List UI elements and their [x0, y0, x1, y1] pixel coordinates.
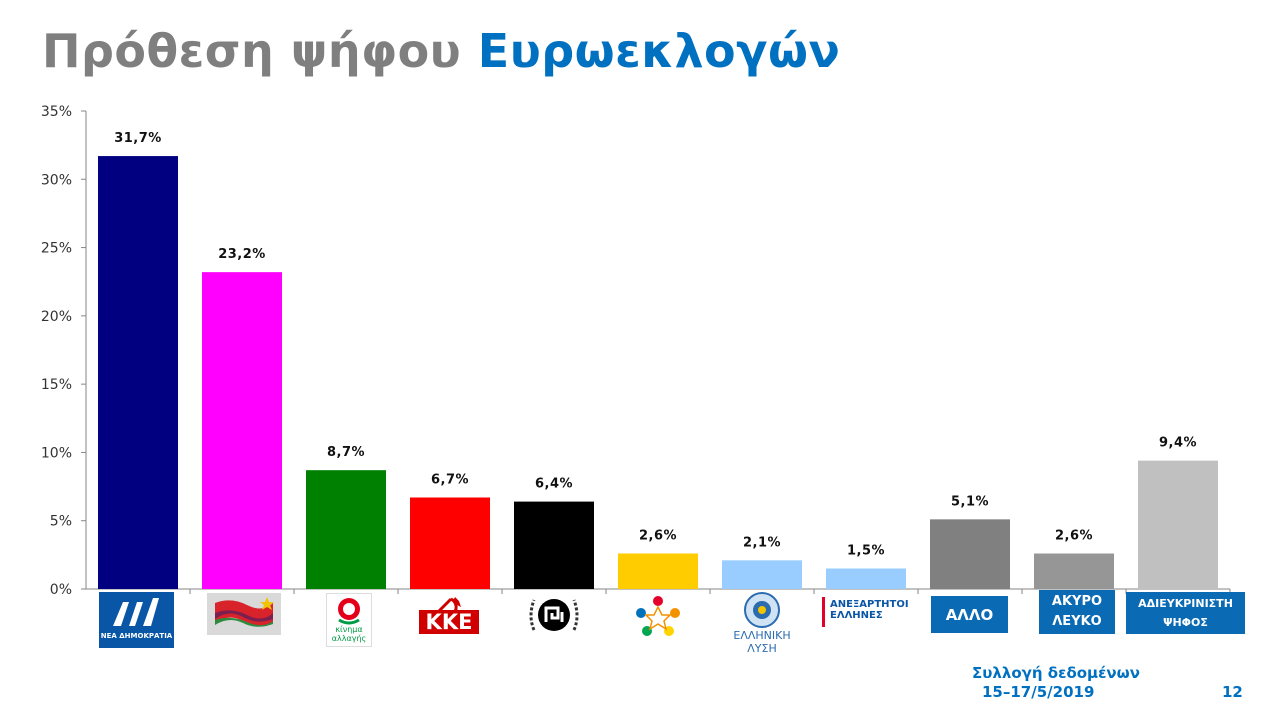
- bar: [1138, 460, 1218, 589]
- page-number: 12: [1222, 683, 1243, 701]
- bar-value-label: 23,2%: [218, 247, 266, 262]
- anel-text-line2: ΕΛΛΗΝΕΣ: [830, 610, 883, 621]
- y-tick-label: 5%: [50, 514, 72, 530]
- bar-value-label: 31,7%: [114, 131, 162, 146]
- bar-value-label: 2,6%: [1055, 528, 1093, 543]
- slide-title: Πρόθεση ψήφου Ευρωεκλογών: [42, 24, 840, 78]
- label-allo-text: ΑΛΛΟ: [945, 605, 994, 624]
- bar: [1034, 553, 1114, 589]
- y-tick-label: 10%: [41, 445, 72, 461]
- label-adieukrinisti: ΑΔΙΕΥΚΡΙΝΙΣΤΗ ΨΗΦΟΣ: [1126, 592, 1245, 634]
- bar-value-label: 2,1%: [743, 535, 781, 550]
- bar-value-label: 5,1%: [951, 494, 989, 509]
- data-collection-label: Συλλογή δεδομένων: [972, 664, 1140, 682]
- bar: [514, 501, 594, 589]
- title-part1: Πρόθεση ψήφου: [42, 24, 462, 78]
- kke-text: ΚΚΕ: [419, 610, 479, 634]
- data-collection-dates: 15–17/5/2019: [982, 683, 1095, 701]
- elliniki-lysi-text-line2: ΛΥΣΗ: [747, 642, 777, 655]
- label-akyro-line1: ΑΚΥΡΟ: [1051, 594, 1103, 609]
- logo-mera25: [633, 593, 683, 639]
- title-part2: Ευρωεκλογών: [477, 24, 841, 78]
- bar: [306, 470, 386, 589]
- kinal-rose-icon: [338, 598, 360, 625]
- logo-anel: ΑΝΕΞΑΡΤΗΤΟΙ ΕΛΛΗΝΕΣ: [822, 597, 915, 627]
- bar: [98, 156, 178, 589]
- logo-kinal: κίνημα αλλαγής: [326, 593, 372, 647]
- bar-value-label: 6,4%: [535, 477, 573, 492]
- y-tick-label: 25%: [41, 241, 72, 257]
- mera25-star-icon: [636, 596, 680, 636]
- xa-meander-icon: [529, 599, 579, 631]
- logo-xa: [524, 590, 584, 640]
- logo-nd: ΝΕΑ ΔΗΜΟΚΡΑΤΙΑ: [99, 592, 174, 648]
- bar: [410, 497, 490, 589]
- label-akyro-lefko: ΑΚΥΡΟ ΛΕΥΚΟ: [1039, 590, 1115, 634]
- logo-kke: ΚΚΕ: [419, 593, 479, 635]
- y-tick-label: 35%: [41, 104, 72, 120]
- bar-value-label: 6,7%: [431, 472, 469, 487]
- elliniki-lysi-text-line1: ΕΛΛΗΝΙΚΗ: [733, 629, 791, 642]
- kinal-text-line1: κίνημα: [335, 625, 363, 634]
- bar: [202, 272, 282, 589]
- bar-value-label: 9,4%: [1159, 436, 1197, 451]
- y-tick-label: 20%: [41, 309, 72, 325]
- label-akyro-line2: ΛΕΥΚΟ: [1052, 614, 1102, 629]
- nd-logo-text: ΝΕΑ ΔΗΜΟΚΡΑΤΙΑ: [100, 632, 173, 640]
- syriza-flag-icon: [215, 597, 274, 627]
- bar: [618, 553, 698, 589]
- kinal-text-line2: αλλαγής: [331, 634, 367, 643]
- logo-syriza: [207, 593, 281, 635]
- label-allo: ΑΛΛΟ: [931, 596, 1008, 633]
- bar: [930, 519, 1010, 589]
- bar-value-label: 2,6%: [639, 528, 677, 543]
- logo-elliniki-lysi: ΕΛΛΗΝΙΚΗ ΛΥΣΗ: [724, 592, 800, 655]
- bar: [722, 560, 802, 589]
- label-adieuk-line1: ΑΔΙΕΥΚΡΙΝΙΣΤΗ: [1138, 597, 1233, 610]
- bar: [826, 568, 906, 589]
- label-adieuk-line2: ΨΗΦΟΣ: [1163, 616, 1208, 629]
- elliniki-lysi-emblem-icon: [744, 592, 780, 628]
- nd-flame-icon: [113, 598, 159, 626]
- y-tick-label: 0%: [50, 582, 72, 598]
- bar-value-label: 8,7%: [327, 445, 365, 460]
- bar-value-label: 1,5%: [847, 544, 885, 559]
- data-collection-note: Συλλογή δεδομένων 15–17/5/2019: [972, 664, 1140, 702]
- y-tick-label: 30%: [41, 172, 72, 188]
- anel-text-line1: ΑΝΕΞΑΡΤΗΤΟΙ: [830, 599, 909, 610]
- y-tick-label: 15%: [41, 377, 72, 393]
